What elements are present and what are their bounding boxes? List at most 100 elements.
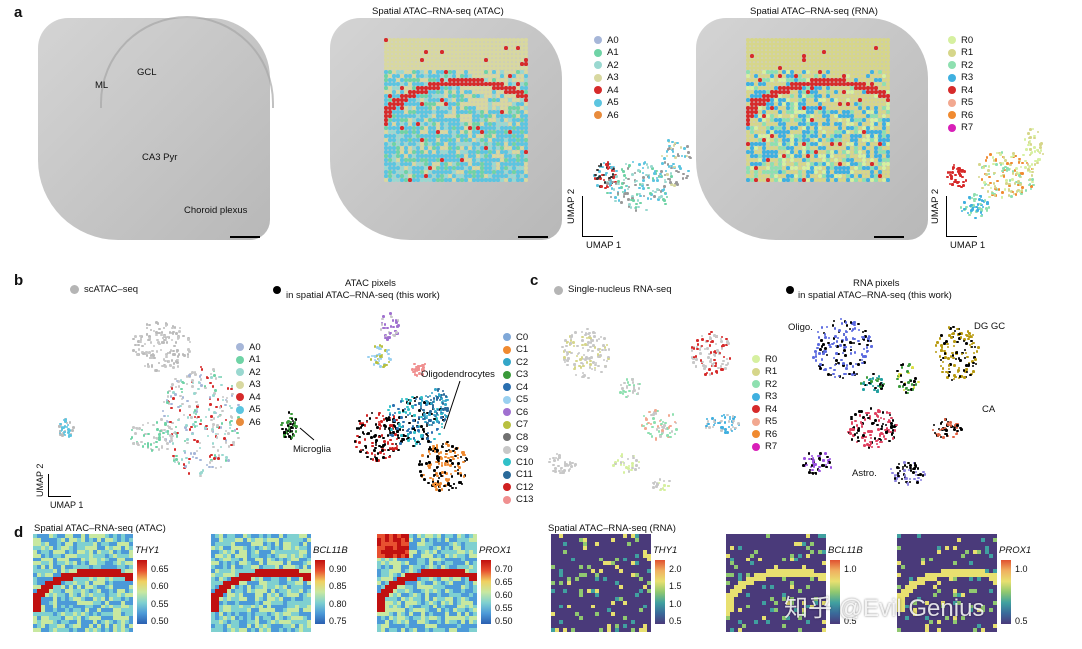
umap-point [441,411,445,415]
umap-point [175,433,179,437]
umap-point [175,458,178,461]
umap-point [376,452,380,455]
umap-point [173,448,177,451]
umap-point [947,367,951,371]
umap-point [653,170,657,173]
umap-point [649,192,652,195]
umap-point [216,432,220,436]
umap-point [68,421,71,424]
pix-legend-dot [786,286,794,294]
umap-point [636,382,640,386]
umap-point [962,200,966,204]
umap-point [844,345,847,349]
umap-point [909,464,912,467]
umap-point [665,150,669,153]
umap-point [862,380,866,384]
umap-point [658,478,662,481]
umap-point [440,457,443,460]
umap-point [717,350,720,354]
heatmap-thy1 [551,534,651,632]
umap-point [399,400,403,403]
umap-point [294,430,298,433]
umap-point [631,391,635,394]
umap-point [708,332,711,336]
umap-point [865,413,869,417]
umap-point [604,186,607,190]
umap-point [683,147,686,150]
umap-point [1030,174,1034,177]
umap-point [827,341,830,345]
umap-point [132,442,135,445]
legend-swatch [752,380,760,389]
umap-point [650,435,654,438]
scale-bar [518,236,548,238]
umap-point [972,341,975,345]
umap-point [443,413,447,417]
umap-point [946,421,950,425]
umap-point [727,420,731,423]
umap-point [58,425,61,428]
umap-point [410,414,414,418]
umap-point [661,429,664,432]
umap-point [904,391,908,394]
umap-point [407,408,410,411]
umap-point [666,173,669,176]
umap-point [865,346,869,349]
umap-point [939,358,943,362]
umap-point [832,337,836,340]
umap-point [832,319,836,323]
umap-point [136,442,139,445]
umap-point [982,166,985,170]
umap-point [888,439,891,443]
umap-point [620,201,623,204]
colorbar-tick: 0.5 [1015,616,1028,626]
umap-point [396,427,399,430]
umap-point [855,440,859,444]
umap-point [849,345,853,349]
umap-point [829,373,833,377]
umap-point [992,159,996,162]
umap-point [576,352,580,356]
umap-point [155,369,158,372]
umap-point [1029,128,1032,131]
umap-point [644,417,648,420]
umap-point [388,413,392,416]
umap-point [631,195,634,198]
umap-point [65,421,69,425]
umap-point [692,361,695,364]
umap-point [663,424,666,427]
legend-item-c13: C13 [503,494,533,507]
umap-point [646,183,649,187]
umap-point [946,171,950,174]
umap-point [280,423,283,427]
umap-point [656,409,659,413]
umap-point [993,171,996,175]
umap-point [874,386,877,390]
umap-point [1026,163,1030,166]
umap-point [970,209,973,212]
umap-point [817,336,821,339]
umap-point [353,440,357,443]
umap-point [413,414,416,417]
umap-point [158,436,161,439]
umap-point [358,419,361,423]
umap-point [396,325,400,328]
umap-point [694,365,698,368]
umap-point [623,381,626,385]
umap-point [954,375,957,379]
umap-point [598,347,602,351]
umap-point [608,178,611,182]
umap-point [407,432,410,436]
umap-point [588,366,592,369]
umap-point [878,437,881,441]
umap-point [431,404,435,407]
umap-point [421,434,425,437]
legend-label: R4 [765,403,778,415]
umap-point [204,386,207,390]
umap-point [1001,161,1005,165]
umap-point [949,421,952,424]
umap-point [178,409,182,412]
umap-point [659,172,662,176]
umap-point [669,172,673,175]
umap-point [440,488,444,491]
